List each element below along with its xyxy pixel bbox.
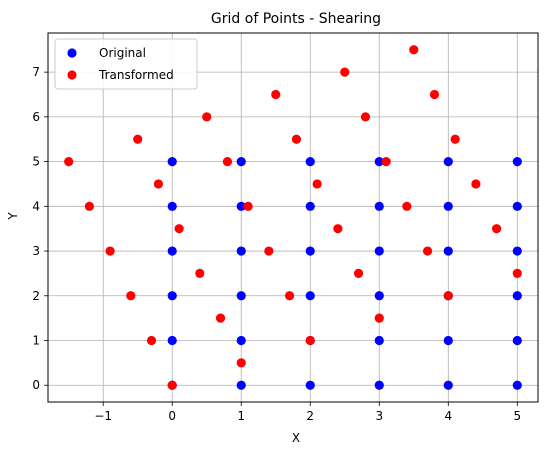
point-transformed (84, 201, 95, 211)
x-tick-label: 2 (306, 409, 314, 423)
y-tick-label: 1 (32, 334, 40, 348)
axis-ticks: −1 0 1 2 3 4 5 0 1 2 3 4 5 6 7 (32, 65, 521, 423)
point-original (236, 201, 246, 211)
point-original (512, 246, 522, 256)
chart-title: Grid of Points - Shearing (211, 11, 381, 27)
point-transformed (340, 67, 350, 77)
y-axis-label: Y (6, 212, 20, 221)
x-axis-label: X (292, 431, 300, 445)
point-transformed (167, 380, 177, 390)
point-original (167, 246, 177, 256)
point-transformed (215, 313, 226, 323)
point-transformed (360, 112, 371, 122)
legend-box (54, 38, 198, 90)
point-transformed (271, 89, 281, 100)
point-transformed (202, 112, 212, 122)
point-transformed (374, 313, 384, 323)
x-tick-label: −1 (94, 409, 112, 423)
point-transformed (291, 134, 302, 144)
point-transformed (409, 45, 419, 55)
point-transformed (243, 201, 253, 211)
y-tick-label: 7 (32, 65, 40, 79)
point-original (374, 201, 384, 211)
point-transformed (422, 246, 433, 256)
legend-label: Transformed (98, 68, 174, 82)
point-original (443, 335, 453, 346)
x-tick-label: 4 (444, 409, 452, 423)
data-points (64, 45, 522, 390)
point-original (443, 156, 453, 167)
point-original (167, 201, 177, 211)
y-tick-label: 2 (32, 289, 40, 303)
point-transformed (264, 246, 274, 256)
point-original (374, 291, 384, 301)
point-original (443, 201, 453, 211)
x-tick-label: 3 (375, 409, 383, 423)
point-transformed (222, 156, 233, 167)
point-original (374, 380, 384, 390)
y-tick-label: 5 (32, 155, 40, 169)
point-transformed (153, 179, 164, 189)
legend: Original Transformed (54, 38, 198, 90)
point-transformed (512, 268, 522, 279)
point-transformed (236, 358, 246, 368)
point-original (512, 335, 522, 346)
point-transformed (381, 156, 391, 167)
legend-marker (67, 48, 77, 58)
point-original (512, 380, 522, 390)
point-original (512, 201, 522, 211)
point-transformed (429, 89, 440, 100)
point-transformed (353, 268, 364, 279)
point-transformed (133, 134, 143, 144)
x-tick-label: 0 (168, 409, 176, 423)
point-original (236, 156, 246, 167)
point-original (236, 291, 246, 301)
point-original (236, 380, 246, 390)
point-transformed (64, 156, 74, 167)
point-original (167, 291, 177, 301)
point-original (305, 156, 315, 167)
point-original (305, 380, 315, 390)
point-transformed (105, 246, 115, 256)
plot-frame (47, 32, 539, 403)
point-transformed (443, 291, 453, 301)
point-transformed (126, 291, 136, 301)
y-tick-label: 0 (32, 378, 40, 392)
y-tick-label: 4 (32, 199, 40, 213)
point-original (374, 246, 384, 256)
legend-marker (67, 70, 77, 80)
point-original (374, 156, 384, 167)
point-original (305, 246, 315, 256)
point-transformed (174, 224, 184, 234)
point-original (305, 291, 315, 301)
point-transformed (195, 268, 205, 279)
point-original (305, 201, 315, 211)
point-original (374, 335, 384, 346)
point-transformed (146, 335, 157, 346)
point-transformed (284, 291, 295, 301)
point-transformed (402, 201, 412, 211)
point-original (167, 156, 177, 167)
point-transformed (312, 179, 322, 189)
point-transformed (471, 179, 481, 189)
x-tick-label: 5 (513, 409, 521, 423)
point-original (236, 335, 246, 346)
point-transformed (333, 224, 343, 234)
point-original (236, 246, 246, 256)
y-tick-label: 6 (32, 110, 40, 124)
x-tick-label: 1 (237, 409, 245, 423)
point-transformed (450, 134, 460, 144)
point-original (443, 246, 453, 256)
point-original (512, 291, 522, 301)
point-transformed (305, 335, 315, 346)
point-original (443, 380, 453, 390)
point-original (167, 335, 177, 346)
legend-label: Original (99, 46, 146, 60)
y-tick-label: 3 (32, 244, 40, 258)
point-original (512, 156, 522, 167)
point-transformed (491, 224, 502, 234)
